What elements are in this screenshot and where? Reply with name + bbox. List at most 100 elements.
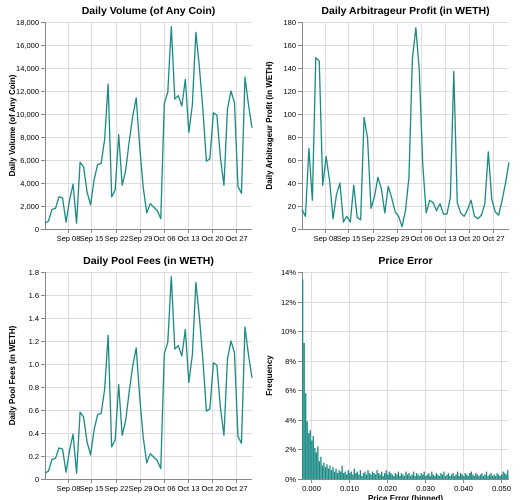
y-tick-label: 14,000	[16, 64, 39, 73]
x-tick-label: Sep 29	[129, 234, 153, 243]
histogram-bar	[469, 473, 471, 479]
histogram-bar	[308, 433, 310, 479]
histogram-bar	[487, 476, 489, 479]
histogram-bar	[400, 473, 403, 479]
x-tick-label: Oct 13	[434, 234, 456, 243]
histogram-bar	[434, 476, 436, 479]
histogram-bar	[384, 473, 386, 479]
y-tick-label: 1.6	[29, 291, 39, 300]
histogram-bar	[355, 473, 357, 479]
x-tick-label: Sep 15	[80, 234, 104, 243]
histogram-bar	[456, 471, 459, 479]
histogram-bar	[505, 474, 507, 479]
series-line	[301, 27, 510, 228]
histogram-bar	[484, 474, 486, 479]
histogram-bar	[377, 473, 380, 479]
y-tick-label: 0	[35, 475, 39, 484]
chart-panel-4: Price Error 0% 2% 4% 6% 8% 10% 12% 14% 0.000 0.010…	[265, 255, 511, 500]
x-tick-label: Oct 20	[201, 234, 223, 243]
histogram-bar	[368, 473, 371, 479]
chart-panel-2: Daily Arbitrageur Profit (in WETH) 0 20 40 6…	[265, 5, 510, 243]
histogram-bar	[417, 474, 419, 479]
histogram-bar	[359, 470, 362, 479]
histogram-bar	[426, 474, 428, 479]
histogram-bar	[311, 440, 313, 479]
y-tick-label: 0.4	[29, 429, 39, 438]
histogram-bar	[343, 473, 345, 479]
y-tick-label: 6%	[285, 386, 296, 395]
histogram-bar	[475, 473, 477, 479]
x-tick-label: Oct 06	[153, 484, 175, 493]
y-tick-label: 100	[283, 110, 296, 119]
histogram-bar	[317, 446, 319, 479]
y-tick-label: 180	[283, 18, 296, 27]
histogram-bar	[312, 436, 314, 479]
y-tick-label: 20	[288, 202, 296, 211]
histogram-bar	[385, 470, 387, 479]
y-axis-title: Daily Pool Fees (in WETH)	[8, 325, 17, 425]
x-tick-label: 0.040	[454, 484, 473, 493]
histogram-bar	[428, 473, 430, 479]
histogram-bar	[350, 471, 352, 479]
y-tick-label: 8,000	[20, 133, 39, 142]
x-tick-label: Sep 08	[314, 234, 338, 243]
histogram-bar	[333, 471, 336, 479]
y-tick-label: 4%	[285, 416, 296, 425]
histogram-bar	[405, 471, 407, 479]
histogram-bar	[429, 476, 431, 479]
histogram-bar	[481, 473, 483, 479]
y-axis-title: Daily Volume (of Any Coin)	[8, 74, 17, 176]
y-tick-label: 0	[292, 225, 296, 234]
histogram-bar	[466, 474, 468, 479]
histogram-bar	[458, 476, 460, 479]
x-tick-label: Oct 13	[177, 484, 199, 493]
x-tick-label: 0.020	[378, 484, 397, 493]
y-tick-label: 1.8	[29, 268, 39, 277]
y-axis-title: Daily Arbitrageur Profit (in WETH)	[265, 61, 274, 189]
histogram-bar	[418, 476, 421, 479]
histogram-bar	[387, 474, 389, 479]
x-tick-label: Sep 22	[362, 234, 386, 243]
y-tick-label: 60	[288, 156, 296, 165]
histogram-bar	[388, 471, 390, 479]
histogram-bar	[482, 476, 485, 479]
histogram-bar	[374, 474, 377, 479]
histogram-bar	[335, 468, 337, 479]
histogram-bar	[406, 474, 409, 479]
x-tick-label: 0.000	[302, 484, 321, 493]
x-tick-label: Sep 15	[337, 234, 361, 243]
y-tick-label: 2%	[285, 445, 296, 454]
histogram-bar	[305, 393, 307, 479]
histogram-bar	[390, 473, 392, 479]
histogram-bar	[402, 474, 404, 479]
histogram-bar	[362, 473, 365, 479]
y-axis-title: Frequency	[265, 355, 274, 396]
histogram-bar	[453, 476, 456, 479]
y-tick-label: 4,000	[20, 179, 39, 188]
histogram-bar	[496, 473, 498, 479]
histogram-bar	[472, 474, 474, 479]
histogram-bar	[443, 471, 445, 479]
y-tick-label: 120	[283, 87, 296, 96]
histogram-bar	[485, 471, 488, 479]
x-tick-label: 0.050	[492, 484, 511, 493]
histogram-bar	[408, 473, 410, 479]
y-tick-label: 1.0	[29, 360, 39, 369]
histogram-bar	[420, 473, 422, 479]
histogram-bar	[403, 476, 406, 479]
histogram-bar	[504, 473, 506, 479]
y-tick-label: 6,000	[20, 156, 39, 165]
y-tick-label: 12%	[281, 298, 296, 307]
histogram-bar	[438, 476, 441, 479]
histogram-bar	[507, 470, 509, 479]
histogram-bar	[338, 470, 340, 479]
y-tick-label: 0.2	[29, 452, 39, 461]
histogram-bar	[344, 471, 346, 479]
histogram-bar	[460, 473, 462, 479]
histogram-bar	[393, 476, 395, 479]
histogram-bar	[464, 473, 466, 479]
histogram-bar	[330, 470, 333, 479]
y-tick-label: 140	[283, 64, 296, 73]
histogram-bar	[349, 473, 351, 479]
